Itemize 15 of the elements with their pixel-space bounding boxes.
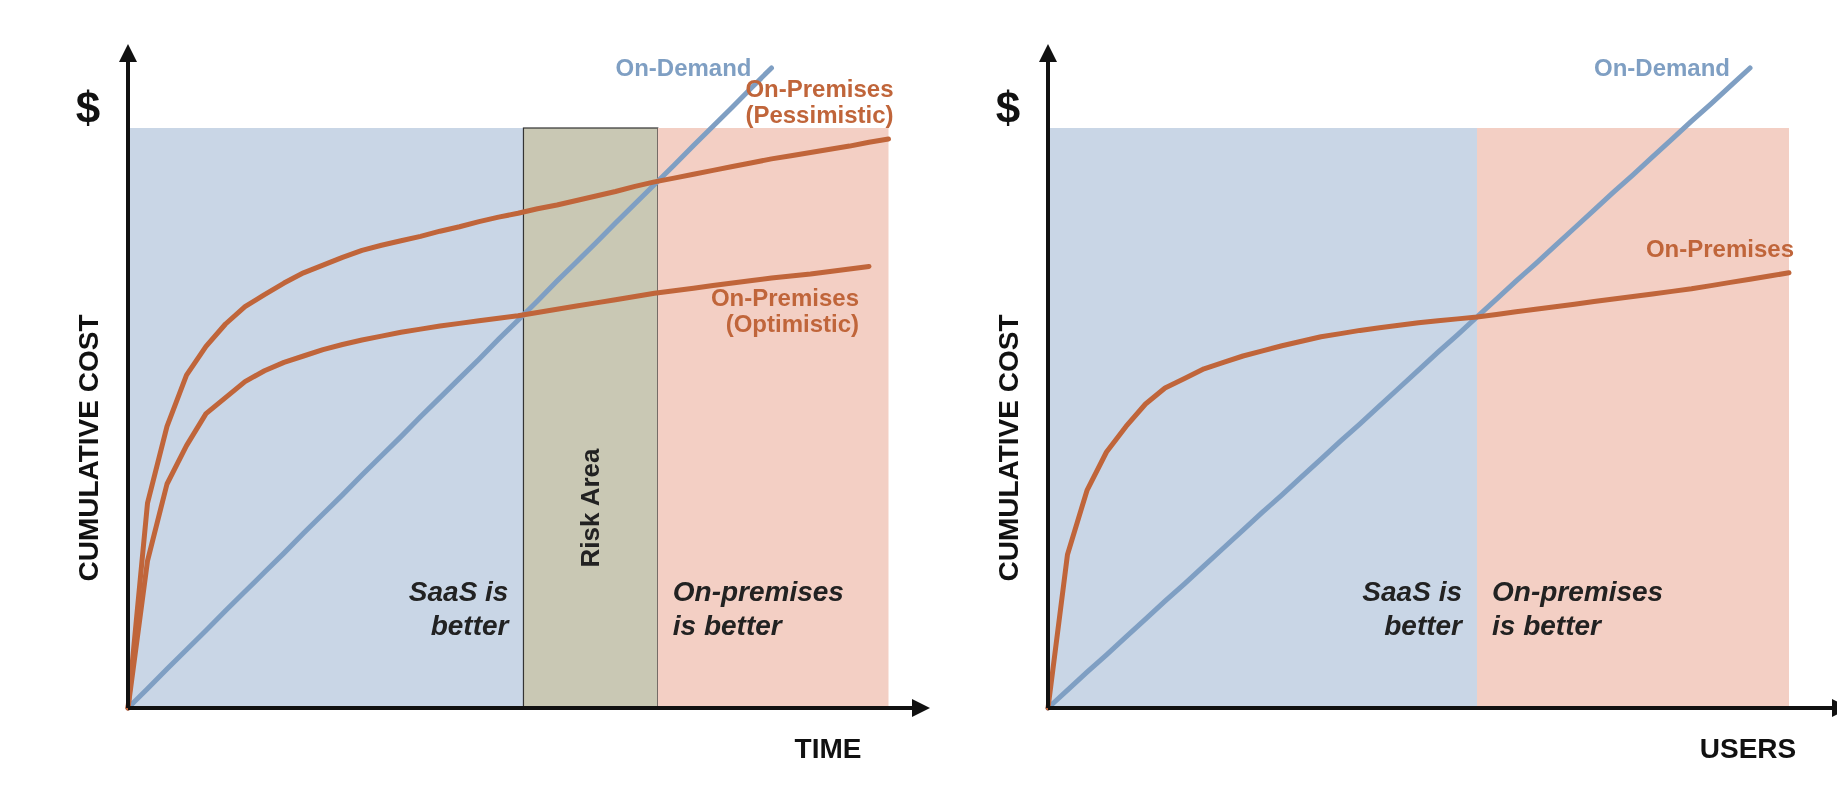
text: $ — [75, 83, 101, 132]
series-label: On-Premises (Optimistic) — [710, 284, 859, 338]
x-axis-title: USERS — [1699, 733, 1797, 764]
series-label: On-Premises — [1645, 234, 1794, 262]
series-label: On-Demand — [615, 54, 752, 81]
annotation: SaaS is better — [408, 576, 511, 641]
annotation: Risk Area — [574, 447, 605, 568]
y-axis-title: CUMULATIVE COST — [73, 314, 104, 582]
x-axis-title: TIME — [794, 733, 862, 764]
series-label: On-Demand — [1593, 54, 1730, 81]
annotation: On-premises is better — [1492, 576, 1664, 641]
text: $ — [995, 83, 1021, 132]
annotation: SaaS is better — [1362, 576, 1465, 641]
annotation: On-premises is better — [672, 576, 844, 641]
y-axis-title: CUMULATIVE COST — [993, 314, 1024, 582]
